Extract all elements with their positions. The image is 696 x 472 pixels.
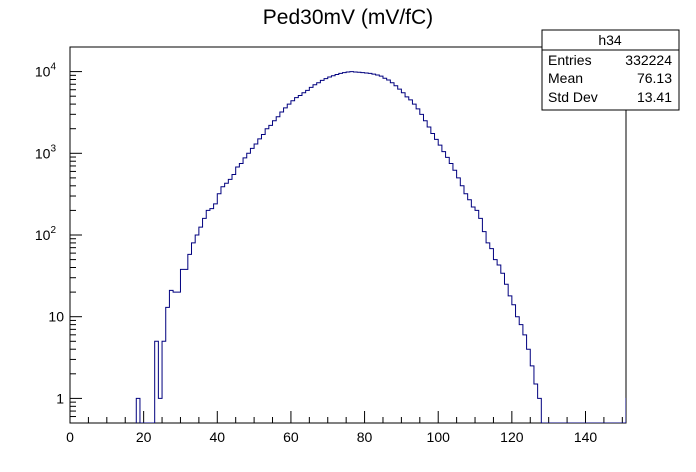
stats-value-std-dev: 13.41	[637, 89, 672, 105]
stats-label-entries: Entries	[548, 52, 592, 68]
y-axis: 1 10 102 103 104	[35, 46, 82, 424]
y-tick-label: 10	[48, 309, 64, 325]
stats-value-mean: 76.13	[637, 70, 672, 86]
x-tick-label: 140	[574, 429, 598, 445]
chart-title: Ped30mV (mV/fC)	[263, 6, 433, 29]
x-tick-label: 80	[357, 429, 373, 445]
x-tick-label: 120	[500, 429, 524, 445]
y-tick-label: 102	[35, 225, 57, 243]
stats-box-frame	[541, 29, 680, 111]
x-tick-label: 60	[283, 429, 299, 445]
stats-value-entries: 332224	[625, 52, 672, 68]
x-axis: 0 20 40 60 80 100 120 140	[66, 411, 623, 445]
stats-box-name: h34	[598, 32, 622, 48]
x-tick-label: 40	[209, 429, 225, 445]
y-tick-label: 103	[35, 143, 57, 161]
x-tick-label: 0	[66, 429, 74, 445]
y-tick-label: 104	[35, 62, 57, 80]
stats-box: h34 Entries 332224 Mean 76.13 Std Dev 13…	[541, 29, 680, 111]
x-tick-label: 100	[427, 429, 451, 445]
stats-label-std-dev: Std Dev	[548, 89, 598, 105]
y-tick-label: 1	[56, 390, 64, 406]
x-tick-label: 20	[136, 429, 152, 445]
histogram-outline	[135, 71, 626, 423]
stats-label-mean: Mean	[548, 70, 583, 86]
